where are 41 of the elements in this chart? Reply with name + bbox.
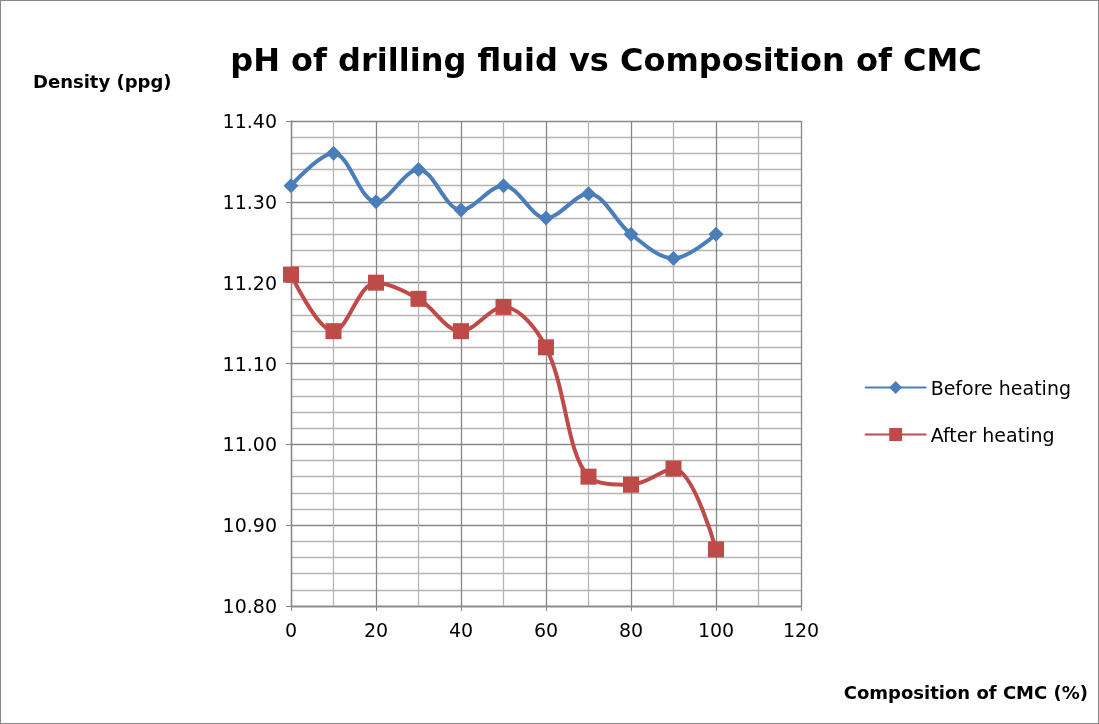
point bbox=[708, 226, 724, 242]
point bbox=[581, 186, 596, 202]
point bbox=[538, 210, 554, 226]
point bbox=[326, 145, 341, 161]
point bbox=[368, 274, 384, 291]
point bbox=[623, 476, 639, 493]
point bbox=[411, 162, 426, 177]
point bbox=[666, 250, 681, 266]
y-tick-label: 11.10 bbox=[222, 352, 277, 375]
point bbox=[708, 541, 724, 558]
legend-label: After heating bbox=[930, 423, 1055, 446]
chart-title: pH of drilling fluid vs Composition of CMC bbox=[230, 41, 982, 79]
x-tick-label: 60 bbox=[533, 618, 559, 641]
y-tick-label: 11.20 bbox=[222, 271, 277, 294]
legend-label: Before heating bbox=[930, 376, 1072, 399]
x-tick-label: 80 bbox=[618, 618, 644, 641]
point bbox=[495, 298, 512, 315]
point bbox=[538, 339, 554, 356]
y-tick-label: 10.80 bbox=[222, 595, 277, 617]
x-tick-label: 40 bbox=[448, 618, 474, 641]
point bbox=[665, 460, 682, 477]
x-axis-title: Composition of CMC (%) bbox=[843, 681, 1089, 703]
y-tick-label: 11.00 bbox=[222, 433, 277, 456]
point bbox=[368, 194, 384, 210]
point bbox=[623, 226, 639, 242]
y-tick-label: 10.90 bbox=[222, 514, 277, 537]
point bbox=[580, 468, 597, 485]
point bbox=[453, 202, 469, 218]
point bbox=[325, 323, 342, 340]
point bbox=[496, 178, 511, 194]
y-tick-label: 11.30 bbox=[222, 190, 277, 213]
y-axis-title: Density (ppg) bbox=[33, 70, 172, 92]
point bbox=[453, 323, 469, 340]
x-tick-label: 0 bbox=[284, 618, 298, 641]
point bbox=[410, 290, 427, 307]
point bbox=[283, 266, 299, 283]
point bbox=[283, 178, 299, 194]
x-tick-label: 120 bbox=[782, 618, 820, 641]
y-tick-label: 11.40 bbox=[222, 110, 277, 132]
x-tick-label: 100 bbox=[697, 618, 735, 641]
x-tick-label: 20 bbox=[363, 618, 389, 641]
